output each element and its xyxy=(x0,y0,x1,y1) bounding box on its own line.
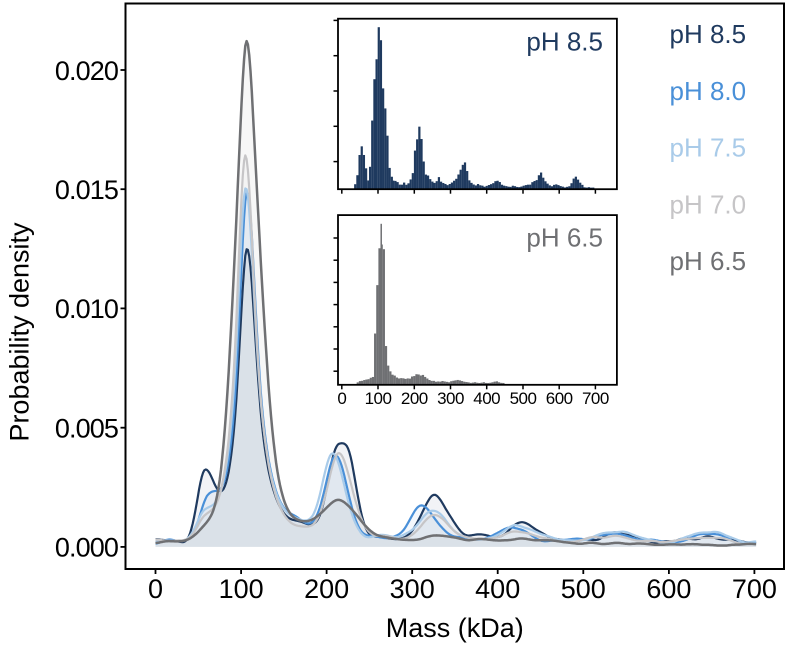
svg-text:700: 700 xyxy=(732,574,777,604)
svg-text:0: 0 xyxy=(337,389,346,408)
svg-text:Mass (kDa): Mass (kDa) xyxy=(386,613,524,643)
svg-text:0.020: 0.020 xyxy=(55,56,118,86)
svg-text:700: 700 xyxy=(582,389,609,408)
svg-text:300: 300 xyxy=(437,389,464,408)
svg-text:500: 500 xyxy=(561,574,606,604)
svg-text:pH 8.5: pH 8.5 xyxy=(526,26,603,56)
svg-text:400: 400 xyxy=(473,389,500,408)
svg-text:pH 6.5: pH 6.5 xyxy=(526,223,603,253)
svg-text:400: 400 xyxy=(475,574,520,604)
svg-text:0.000: 0.000 xyxy=(55,533,118,563)
svg-text:200: 200 xyxy=(401,389,428,408)
svg-text:0: 0 xyxy=(148,574,163,604)
svg-text:pH 7.0: pH 7.0 xyxy=(670,189,747,219)
svg-text:100: 100 xyxy=(219,574,264,604)
svg-text:0.005: 0.005 xyxy=(55,414,118,444)
svg-text:0.010: 0.010 xyxy=(55,294,118,324)
svg-text:200: 200 xyxy=(304,574,349,604)
svg-text:600: 600 xyxy=(546,389,573,408)
svg-text:0.015: 0.015 xyxy=(55,175,118,205)
svg-text:pH 8.5: pH 8.5 xyxy=(670,19,747,49)
svg-text:pH 8.0: pH 8.0 xyxy=(670,76,747,106)
svg-text:600: 600 xyxy=(646,574,691,604)
svg-text:100: 100 xyxy=(365,389,392,408)
svg-text:pH 7.5: pH 7.5 xyxy=(670,133,747,163)
svg-text:500: 500 xyxy=(510,389,537,408)
svg-text:pH 6.5: pH 6.5 xyxy=(670,246,747,276)
svg-text:300: 300 xyxy=(390,574,435,604)
svg-text:Probability density: Probability density xyxy=(5,222,35,442)
